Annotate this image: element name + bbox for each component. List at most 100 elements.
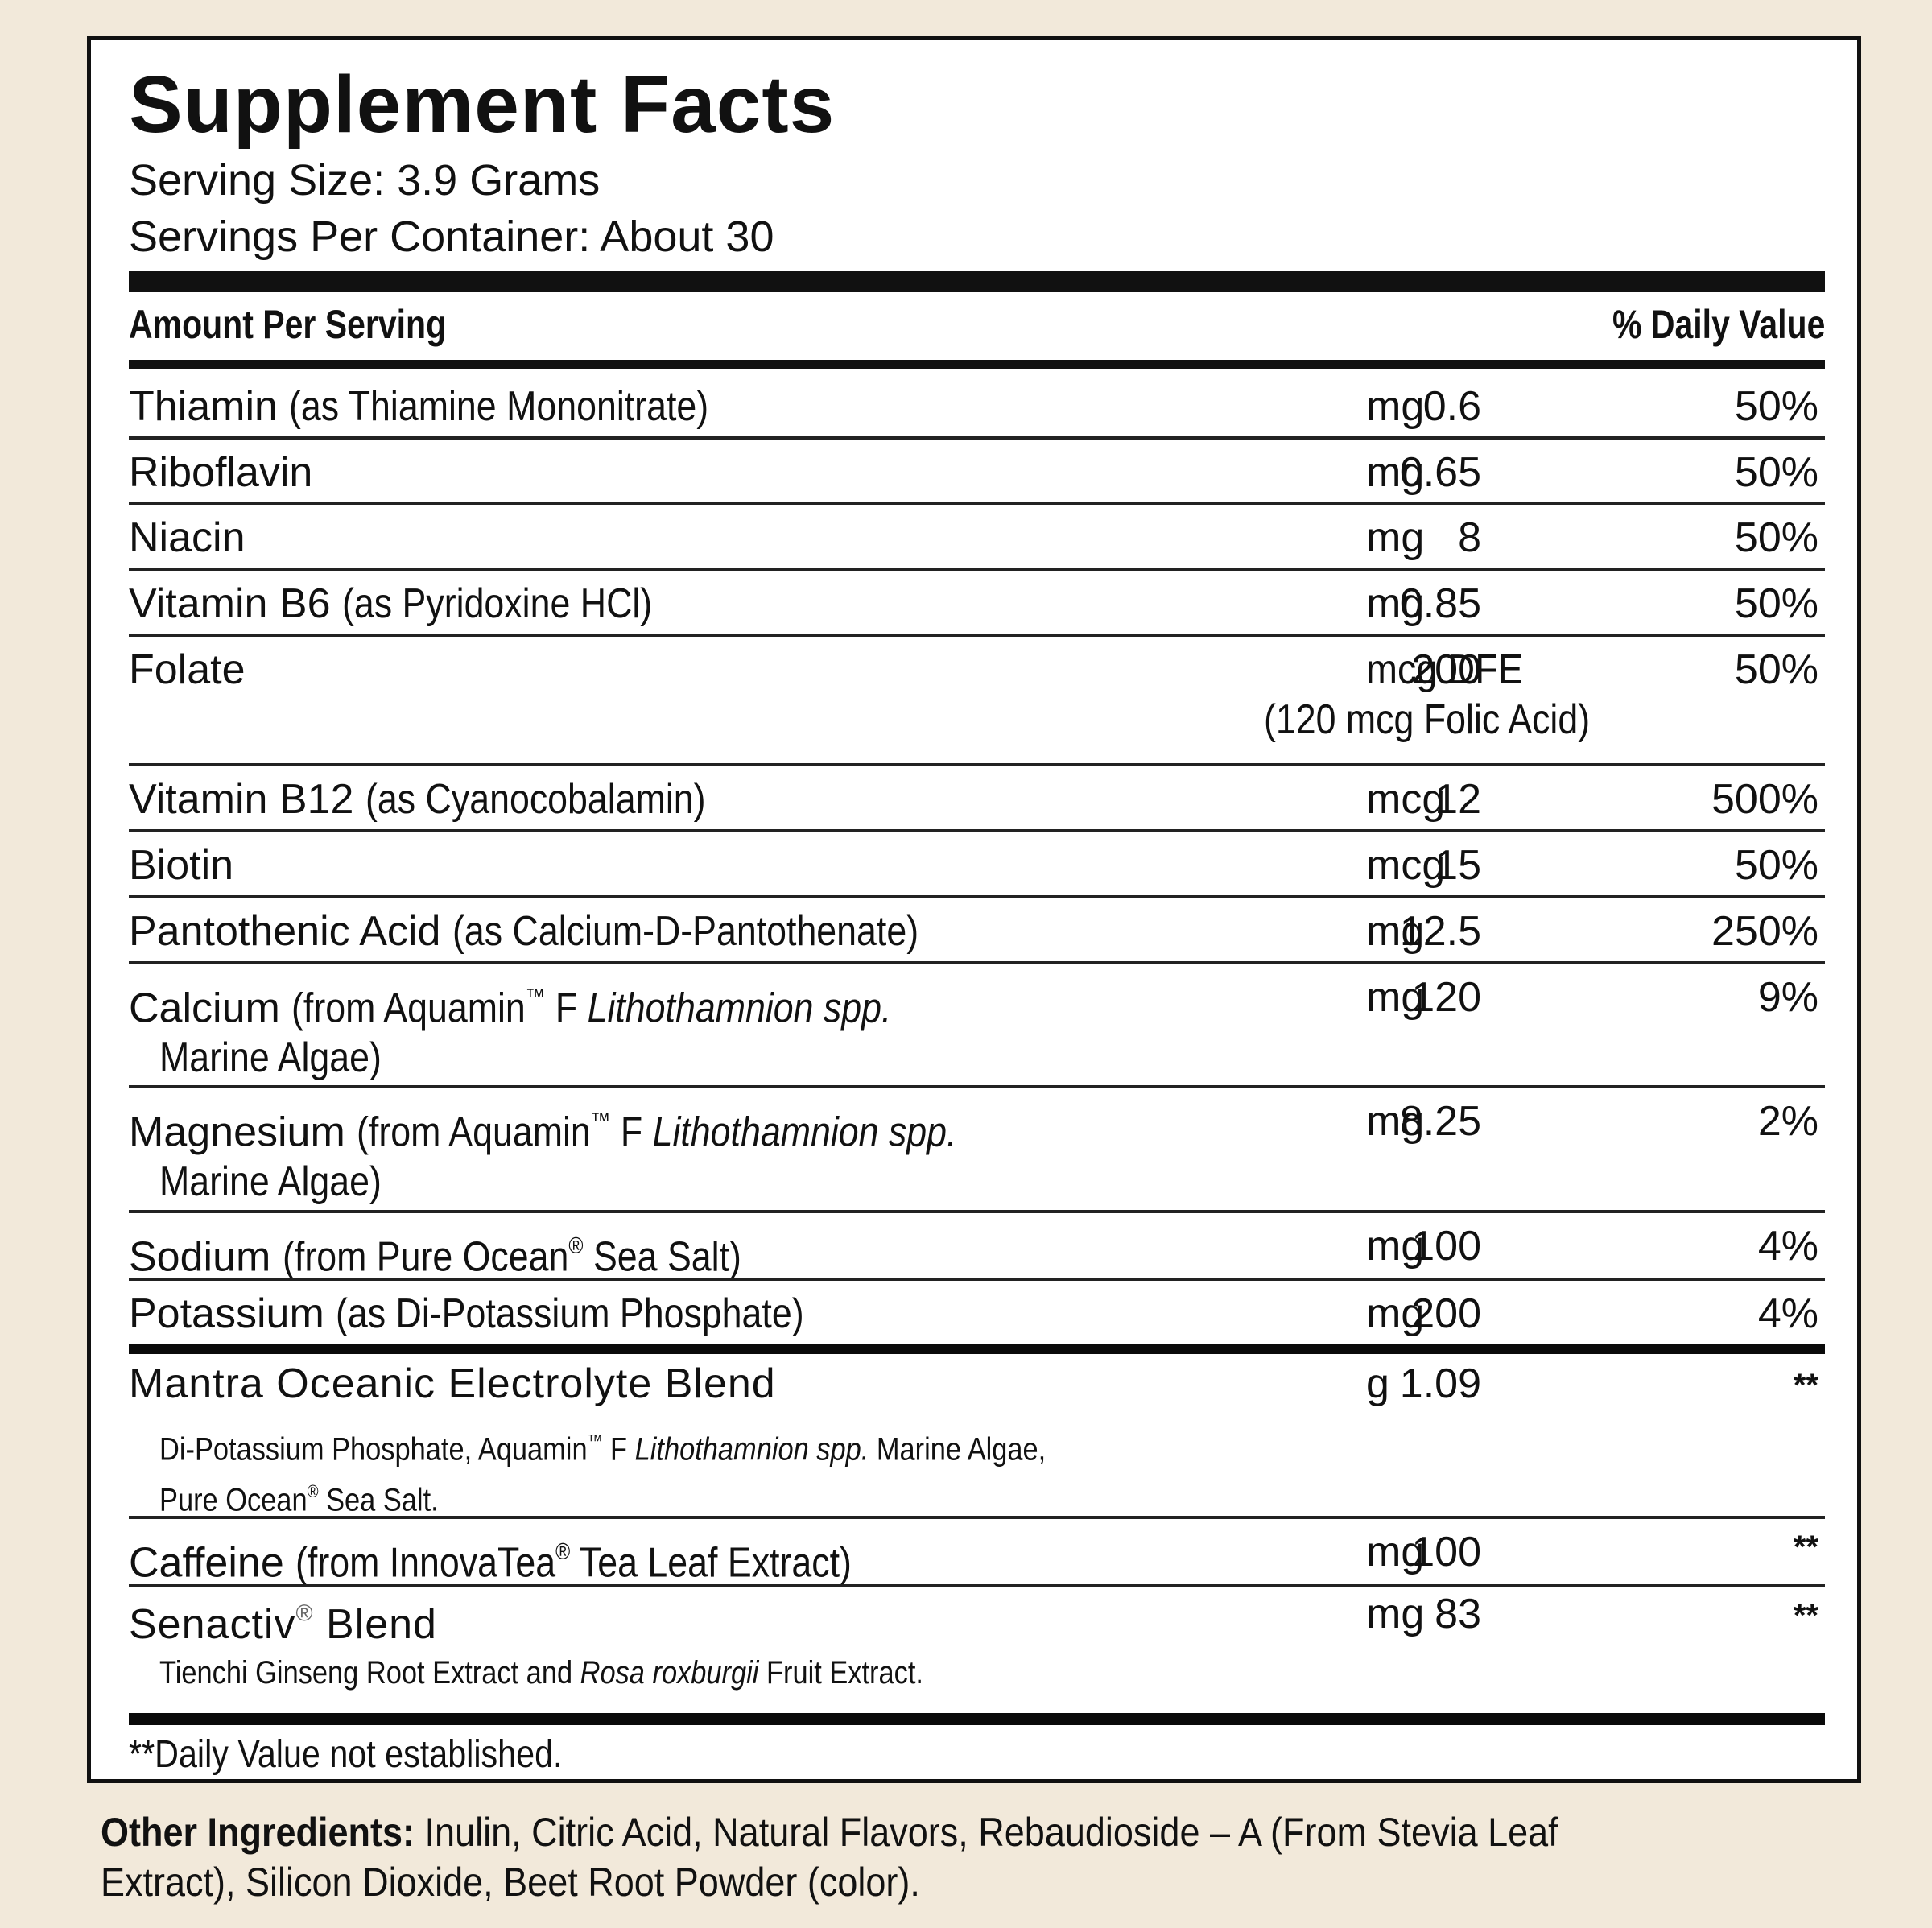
nutrient-unit: mg bbox=[1366, 1223, 1425, 1270]
nutrient-unit: mg bbox=[1366, 1098, 1425, 1145]
row-divider bbox=[129, 634, 1825, 637]
nutrient-row-sodium: Sodium (from Pure Ocean® Sea Salt) 100 m… bbox=[129, 1210, 1825, 1280]
nutrient-name: Potassium bbox=[129, 1290, 324, 1337]
blend-name: Senactiv® Blend bbox=[129, 1601, 437, 1649]
nutrient-amount: 12 bbox=[1435, 776, 1481, 823]
nutrient-unit: mg bbox=[1366, 974, 1425, 1021]
nutrient-qualifier: (from Pure Ocean® Sea Salt) bbox=[282, 1233, 741, 1281]
row-divider bbox=[129, 763, 1825, 766]
blend-daily-value: ** bbox=[1793, 1598, 1818, 1633]
nutrient-name: Magnesium bbox=[129, 1108, 345, 1156]
thick-divider bbox=[129, 1713, 1825, 1725]
nutrient-row-biotin: Biotin 15 mcg 50% bbox=[129, 829, 1825, 894]
serving-size: Serving Size: 3.9 Grams bbox=[129, 156, 601, 204]
nutrient-qualifier-continued: Marine Algae) bbox=[159, 1158, 382, 1206]
thick-divider bbox=[129, 271, 1825, 292]
nutrient-unit: mg bbox=[1366, 580, 1425, 627]
nutrient-row-magnesium: Magnesium (from Aquamin™ F Lithothamnion… bbox=[129, 1085, 1825, 1206]
blend-unit: mg bbox=[1366, 1529, 1425, 1575]
blend-row-caffeine: Caffeine (from InnovaTea® Tea Leaf Extra… bbox=[129, 1516, 1825, 1586]
nutrient-amount: 100 bbox=[1411, 1223, 1481, 1270]
blend-daily-value: ** bbox=[1793, 1368, 1818, 1403]
nutrient-unit: mg bbox=[1366, 514, 1425, 561]
nutrient-name: Vitamin B6 bbox=[129, 580, 331, 627]
blend-daily-value: ** bbox=[1793, 1530, 1818, 1565]
nutrient-unit: mg bbox=[1366, 1290, 1425, 1337]
nutrient-amount: 0.6 bbox=[1422, 383, 1481, 430]
blend-qualifier: (from InnovaTea® Tea Leaf Extract) bbox=[295, 1539, 852, 1587]
row-divider bbox=[129, 502, 1825, 505]
row-divider bbox=[129, 961, 1825, 964]
nutrient-daily-value: 50% bbox=[1734, 383, 1818, 430]
blend-ingredients: Di-Potassium Phosphate, Aquamin™ F Litho… bbox=[159, 1431, 1046, 1517]
daily-value-footnote: **Daily Value not established. bbox=[129, 1733, 563, 1776]
nutrient-name: Biotin bbox=[129, 842, 234, 889]
blend-amount: 100 bbox=[1411, 1529, 1481, 1575]
header-daily-value: % Daily Value bbox=[1612, 302, 1825, 347]
header-amount-per-serving: Amount Per Serving bbox=[129, 302, 447, 347]
nutrient-qualifier: (as Thiamine Mononitrate) bbox=[289, 383, 709, 430]
nutrient-amount: 200 bbox=[1411, 1290, 1481, 1337]
row-divider bbox=[129, 1516, 1825, 1519]
nutrient-row-vitamin-b6: Vitamin B6 (as Pyridoxine HCl) 0.85 mg 5… bbox=[129, 568, 1825, 632]
nutrient-row-niacin: Niacin 8 mg 50% bbox=[129, 502, 1825, 566]
blend-unit: g bbox=[1366, 1360, 1389, 1407]
nutrient-qualifier-continued: Marine Algae) bbox=[159, 1034, 382, 1082]
nutrient-daily-value: 250% bbox=[1711, 908, 1818, 955]
nutrient-name: Riboflavin bbox=[129, 449, 313, 496]
nutrient-daily-value: 50% bbox=[1734, 646, 1818, 693]
nutrient-daily-value: 4% bbox=[1757, 1223, 1818, 1270]
nutrient-daily-value: 4% bbox=[1757, 1290, 1818, 1337]
panel-title: Supplement Facts bbox=[129, 60, 836, 150]
nutrient-daily-value: 50% bbox=[1734, 449, 1818, 496]
row-divider bbox=[129, 1085, 1825, 1088]
row-divider bbox=[129, 1210, 1825, 1213]
nutrient-unit: mcg bbox=[1366, 776, 1446, 823]
nutrient-row-pantothenic-acid: Pantothenic Acid (as Calcium-D-Pantothen… bbox=[129, 895, 1825, 960]
row-divider bbox=[129, 829, 1825, 832]
blend-name: Mantra Oceanic Electrolyte Blend bbox=[129, 1360, 776, 1407]
nutrient-amount-note: (120 mcg Folic Acid) bbox=[1264, 696, 1591, 743]
nutrient-row-potassium: Potassium (as Di-Potassium Phosphate) 20… bbox=[129, 1278, 1825, 1342]
nutrient-name: Pantothenic Acid bbox=[129, 908, 441, 955]
nutrient-amount: 200 bbox=[1411, 646, 1481, 693]
nutrient-row-riboflavin: Riboflavin 0.65 mg 50% bbox=[129, 436, 1825, 501]
nutrient-qualifier: (as Calcium-D-Pantothenate) bbox=[452, 908, 919, 955]
nutrient-amount: 15 bbox=[1435, 842, 1481, 889]
supplement-facts-panel: Supplement Facts Serving Size: 3.9 Grams… bbox=[87, 36, 1861, 1783]
nutrient-daily-value: 50% bbox=[1734, 842, 1818, 889]
row-divider bbox=[129, 1278, 1825, 1281]
nutrient-amount: 12.5 bbox=[1399, 908, 1481, 955]
nutrient-row-folate: Folate 200 mcg DFE (120 mcg Folic Acid) … bbox=[129, 634, 1825, 762]
nutrient-row-calcium: Calcium (from Aquamin™ F Lithothamnion s… bbox=[129, 961, 1825, 1082]
nutrient-unit: mcg bbox=[1366, 842, 1446, 889]
nutrient-unit: mcg DFE bbox=[1366, 646, 1524, 693]
servings-per-container: Servings Per Container: About 30 bbox=[129, 213, 774, 261]
nutrient-amount: 120 bbox=[1411, 974, 1481, 1021]
nutrient-unit: mg bbox=[1366, 383, 1425, 430]
nutrient-name: Thiamin bbox=[129, 383, 278, 430]
blend-unit: mg bbox=[1366, 1591, 1425, 1637]
blend-amount: 1.09 bbox=[1399, 1360, 1481, 1407]
nutrient-qualifier: (as Cyanocobalamin) bbox=[365, 776, 706, 823]
nutrient-daily-value: 2% bbox=[1757, 1098, 1818, 1145]
nutrient-name: Folate bbox=[129, 646, 246, 693]
blend-ingredients: Tienchi Ginseng Root Extract and Rosa ro… bbox=[159, 1655, 923, 1691]
nutrient-amount: 0.85 bbox=[1399, 580, 1481, 627]
nutrient-amount: 8 bbox=[1458, 514, 1481, 561]
blend-row-senactiv: Senactiv® Blend 83 mg ** Tienchi Ginseng… bbox=[129, 1584, 1825, 1705]
row-divider bbox=[129, 1584, 1825, 1587]
nutrient-amount: 8.25 bbox=[1399, 1098, 1481, 1145]
row-divider bbox=[129, 436, 1825, 440]
nutrient-name: Calcium bbox=[129, 985, 280, 1032]
nutrient-daily-value: 50% bbox=[1734, 580, 1818, 627]
nutrient-daily-value: 9% bbox=[1757, 974, 1818, 1021]
nutrient-qualifier: (as Pyridoxine HCl) bbox=[341, 580, 653, 627]
nutrient-unit: mg bbox=[1366, 449, 1425, 496]
medium-divider bbox=[129, 360, 1825, 369]
row-divider bbox=[129, 895, 1825, 898]
nutrient-daily-value: 50% bbox=[1734, 514, 1818, 561]
nutrient-name: Niacin bbox=[129, 514, 246, 561]
blend-row-electrolyte: Mantra Oceanic Electrolyte Blend 1.09 g … bbox=[129, 1354, 1825, 1517]
thick-divider bbox=[129, 1344, 1825, 1354]
